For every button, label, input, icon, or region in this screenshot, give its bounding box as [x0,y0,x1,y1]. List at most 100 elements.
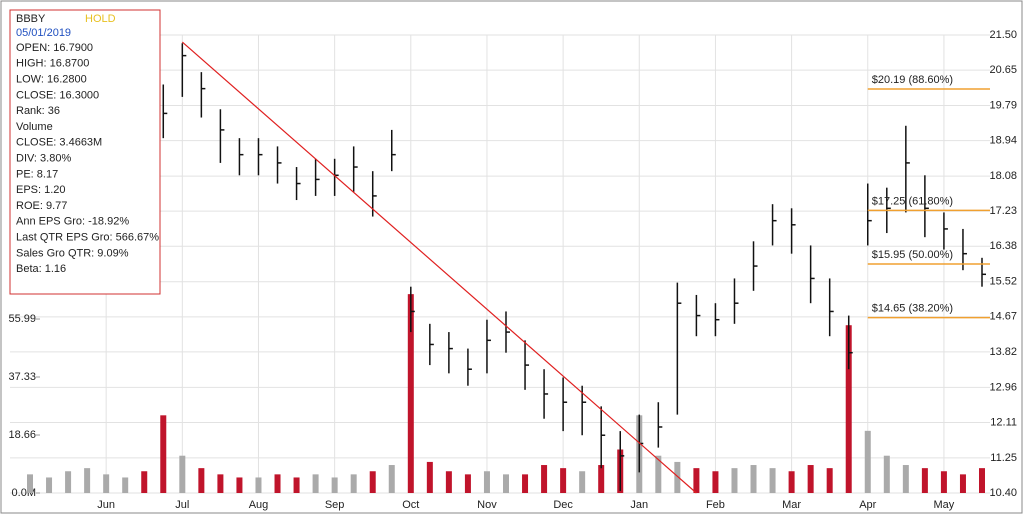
x-tick-label: Aug [249,499,269,511]
x-tick-label: Jan [630,499,648,511]
volume-bar [560,468,567,493]
y-tick-label: 12.11 [990,416,1017,428]
volume-bar [217,474,224,493]
volume-bar [46,477,53,493]
volume-bar [845,325,852,493]
info-line: LOW: 16.2800 [16,74,87,86]
volume-bar [655,455,662,493]
volume-bar [826,468,833,493]
volume-bar [902,465,909,493]
volume-bar [293,477,300,493]
volume-bar [274,474,281,493]
fib-label: $17.25 (61.80%) [872,195,953,207]
volume-bar [769,468,776,493]
volume-bar [541,465,548,493]
x-tick-label: Nov [477,499,497,511]
y-tick-label: 20.65 [989,64,1017,76]
info-box [9,9,161,295]
x-tick-label: Jun [97,499,115,511]
y2-tick-label: 55.99 [8,313,36,325]
volume-bar [198,468,205,493]
x-tick-label: Sep [325,499,345,511]
info-line: OPEN: 16.7900 [16,42,93,54]
y-tick-label: 15.52 [989,276,1017,288]
volume-bar [731,468,738,493]
volume-bar [350,474,357,493]
info-line: HIGH: 16.8700 [16,58,89,70]
volume-bar [503,474,509,493]
volume-bar [883,455,890,493]
trend-line [181,41,697,494]
x-tick-label: Oct [402,499,419,511]
volume-bar [426,461,433,493]
volume-bar [712,471,719,493]
info-line: CLOSE: 16.3000 [16,89,99,101]
info-line: PE: 8.17 [16,168,58,180]
info-line: Sales Gro QTR: 9.09% [16,247,129,259]
volume-bar [331,477,338,493]
volume-bar [674,461,681,493]
info-line: DIV: 3.80% [16,153,71,165]
y2-tick-label: 18.66 [8,429,36,441]
y-tick-label: 10.40 [989,487,1017,499]
volume-bar [445,471,452,493]
volume-bar [122,477,129,493]
y-tick-label: 12.96 [989,381,1017,393]
volume-bar [522,474,529,493]
volume-bar [693,468,700,493]
info-line: Ann EPS Gro: -18.92% [16,216,129,228]
date: 05/01/2019 [16,27,71,39]
volume-bar [160,415,167,493]
volume-bar [236,477,243,493]
info-line: CLOSE: 3.4663M [16,137,102,149]
info-line: Volume [16,121,53,133]
volume-bar [483,471,490,493]
info-line: EPS: 1.20 [16,184,66,196]
fib-label: $15.95 (50.00%) [872,249,953,261]
x-tick-label: Dec [553,499,573,511]
volume-bar [598,465,605,493]
y-tick-label: 16.38 [989,240,1017,252]
volume-bar [579,471,586,493]
volume-bar [255,477,262,493]
volume-bar [312,474,319,493]
volume-bar [407,294,414,493]
volume-bar [750,465,757,493]
price [29,43,986,491]
volume-bar [921,468,928,493]
volume-bar [179,455,186,493]
fib-label: $20.19 (88.60%) [872,74,953,86]
symbol: BBBY [16,13,46,25]
fib-label: $14.65 (38.20%) [872,303,953,315]
x-tick-label: Jul [175,499,189,511]
overlay: $20.19 (88.60%) $17.25 (61.80%) $15.95 (50… [181,41,990,494]
y-tick-label: 18.94 [989,135,1017,147]
info-panel: BBBY HOLD 05/01/2019 OPEN: 16.7900 HIGH: … [9,9,161,295]
y-tick-label: 21.50 [989,29,1017,41]
y-tick-label: 17.23 [989,205,1017,217]
info-line: Rank: 36 [16,105,60,117]
volume-bar [27,474,33,493]
y-tick-label: 19.79 [989,99,1017,111]
volume-bar [84,468,91,493]
x-tick-label: Apr [859,499,876,511]
volume-bar [388,465,395,493]
volume-bar [788,471,795,493]
volume-bar [369,471,376,493]
volume-bar [940,471,947,493]
grid: 10.40 11.25 12.11 12.96 13.82 14.67 15.52 16.38… [8,29,1017,511]
y-tick-label: 14.67 [989,311,1017,323]
y-tick-label: 18.08 [989,170,1017,182]
volume-bar [807,465,814,493]
info-line: Last QTR EPS Gro: 566.67% [16,232,159,244]
volume-bar [979,468,985,493]
y-tick-label: 11.25 [990,452,1017,464]
volume-bar [959,474,966,493]
volume-bar [141,471,148,493]
volume-bar [464,474,471,493]
y2-tick-label: 37.33 [8,371,36,383]
rating: HOLD [85,13,116,25]
